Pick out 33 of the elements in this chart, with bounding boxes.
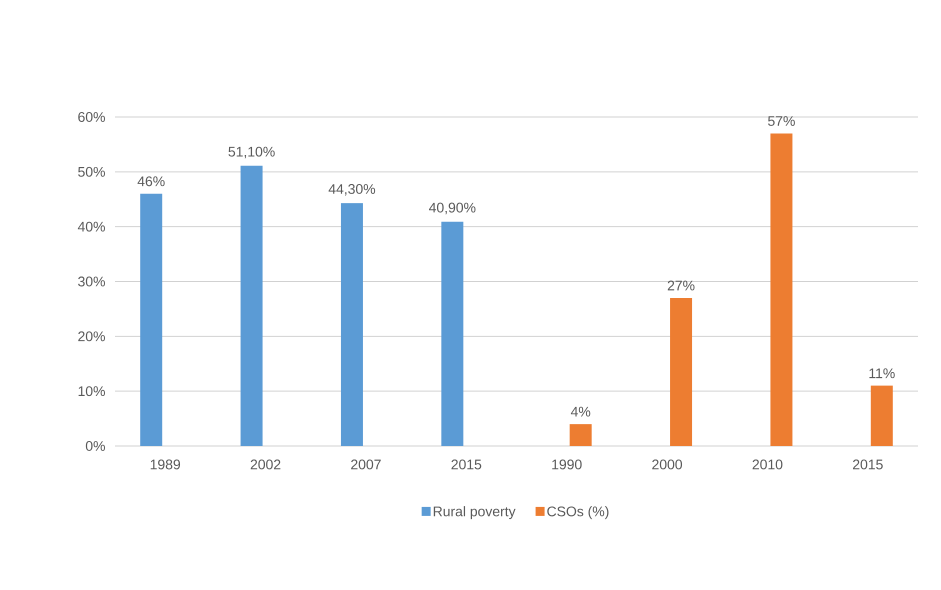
- y-tick-label: 40%: [78, 222, 105, 232]
- data-label: 40,90%: [428, 202, 476, 214]
- bar: [770, 133, 792, 446]
- x-tick-label: 2015: [452, 460, 482, 470]
- y-tick-label: 60%: [78, 112, 105, 122]
- data-label: 44,30%: [328, 184, 376, 196]
- y-tick-label: 20%: [78, 331, 105, 342]
- bar: [340, 203, 363, 446]
- legend-label: CSOs (%): [547, 506, 608, 520]
- data-label: 4%: [570, 406, 590, 417]
- bar: [870, 386, 893, 446]
- data-label: 51,10%: [228, 146, 275, 158]
- y-tick-label: 0%: [86, 441, 105, 451]
- y-tick-label: 10%: [78, 386, 105, 396]
- bar: [240, 166, 263, 446]
- bar: [570, 424, 592, 446]
- data-label: 46%: [138, 176, 165, 186]
- bar: [441, 222, 464, 446]
- x-tick-label: 1990: [552, 460, 582, 470]
- x-tick-label: 2015: [853, 460, 883, 470]
- data-label: 27%: [668, 280, 695, 290]
- x-tick-label: 2000: [652, 460, 682, 470]
- y-tick-label: 50%: [78, 166, 105, 177]
- data-label: 57%: [768, 116, 795, 126]
- x-tick-label: 2007: [351, 460, 381, 470]
- x-tick-label: 2002: [250, 460, 280, 470]
- data-label: 11%: [869, 368, 895, 378]
- x-tick-label: 2010: [752, 460, 782, 470]
- y-tick-label: 30%: [78, 276, 105, 286]
- bar: [140, 194, 162, 446]
- legend-label: Rural poverty: [434, 506, 516, 520]
- x-tick-label: 1989: [150, 460, 180, 470]
- bar: [670, 298, 692, 446]
